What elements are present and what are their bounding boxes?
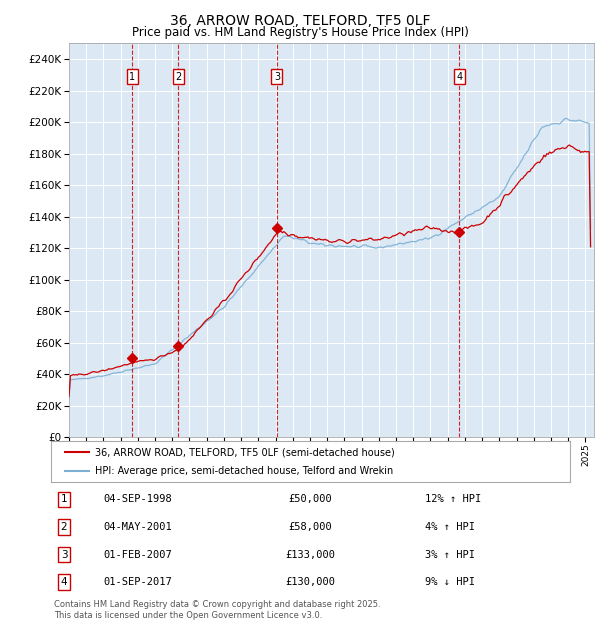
Text: 01-FEB-2007: 01-FEB-2007 [103,549,172,559]
Text: 1: 1 [129,72,135,82]
Text: Price paid vs. HM Land Registry's House Price Index (HPI): Price paid vs. HM Land Registry's House … [131,26,469,39]
Text: HPI: Average price, semi-detached house, Telford and Wrekin: HPI: Average price, semi-detached house,… [95,466,394,476]
Text: 36, ARROW ROAD, TELFORD, TF5 0LF (semi-detached house): 36, ARROW ROAD, TELFORD, TF5 0LF (semi-d… [95,448,395,458]
Text: 3: 3 [274,72,280,82]
Text: 3: 3 [61,549,67,559]
Text: 01-SEP-2017: 01-SEP-2017 [103,577,172,587]
Text: 9% ↓ HPI: 9% ↓ HPI [425,577,475,587]
Text: £50,000: £50,000 [289,494,332,504]
Text: £130,000: £130,000 [286,577,335,587]
Text: Contains HM Land Registry data © Crown copyright and database right 2025.
This d: Contains HM Land Registry data © Crown c… [54,600,380,619]
Text: 4% ↑ HPI: 4% ↑ HPI [425,522,475,532]
Text: 12% ↑ HPI: 12% ↑ HPI [425,494,481,504]
Text: 4: 4 [456,72,462,82]
Text: 04-SEP-1998: 04-SEP-1998 [103,494,172,504]
Text: 1: 1 [61,494,67,504]
Text: 4: 4 [61,577,67,587]
Text: £133,000: £133,000 [286,549,335,559]
Text: 04-MAY-2001: 04-MAY-2001 [103,522,172,532]
Text: 3% ↑ HPI: 3% ↑ HPI [425,549,475,559]
Text: 36, ARROW ROAD, TELFORD, TF5 0LF: 36, ARROW ROAD, TELFORD, TF5 0LF [170,14,430,28]
Text: 2: 2 [175,72,181,82]
Text: £58,000: £58,000 [289,522,332,532]
Text: 2: 2 [61,522,67,532]
